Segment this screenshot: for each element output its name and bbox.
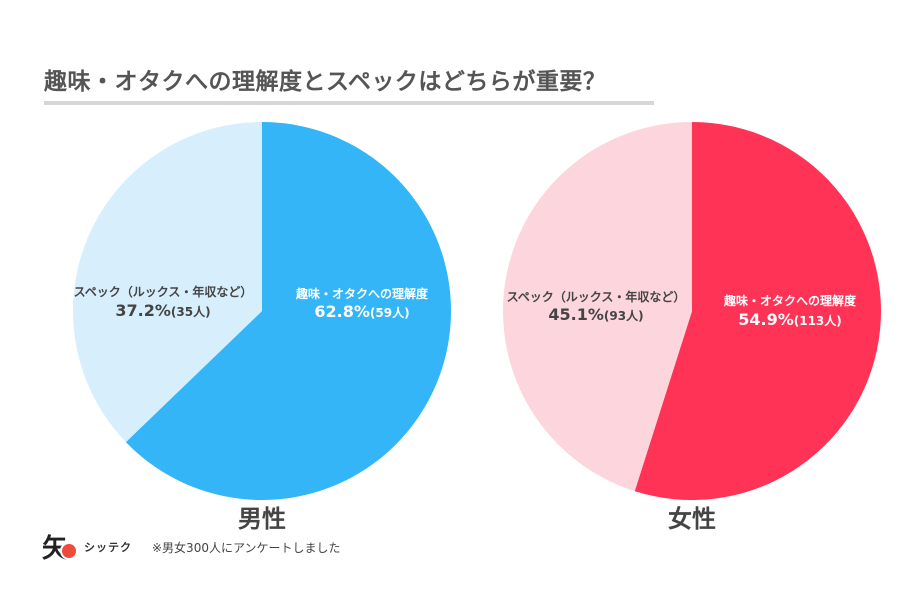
chart-title: 趣味・オタクへの理解度とスペックはどちらが重要？	[44, 69, 607, 95]
female-slice-hobby	[634, 122, 881, 501]
male-spec-count: (35人)	[171, 304, 211, 319]
male-slice-spec	[72, 122, 262, 443]
male-hobby-value: 62.8%(59人)	[314, 302, 409, 321]
female-hobby-count: (113人)	[794, 313, 842, 328]
female-spec-label: スペック（ルックス・年収など）	[507, 289, 686, 304]
female-hobby-percent: 54.9%	[738, 310, 794, 329]
female-hobby-value: 54.9%(113人)	[738, 310, 842, 329]
pie-female: 趣味・オタクへの理解度 54.9%(113人) スペック（ルックス・年収など） …	[503, 122, 881, 533]
pie-male: 趣味・オタクへの理解度 62.8%(59人) スペック（ルックス・年収など） 3…	[72, 122, 451, 533]
brand-name: シッテク	[84, 541, 132, 554]
male-hobby-percent: 62.8%	[314, 302, 370, 321]
male-spec-percent: 37.2%	[115, 301, 171, 320]
male-spec-label: スペック（ルックス・年収など）	[74, 284, 253, 299]
site-logo-icon: 矢	[42, 532, 78, 564]
male-hobby-count: (59人)	[370, 305, 410, 320]
female-spec-value: 45.1%(93人)	[548, 305, 643, 324]
male-chart-title: 男性	[238, 505, 286, 533]
female-spec-count: (93人)	[604, 308, 644, 323]
survey-note: ※男女300人にアンケートしました	[152, 540, 341, 555]
title-underline	[44, 101, 654, 105]
male-spec-value: 37.2%(35人)	[115, 301, 210, 320]
female-chart-title: 女性	[668, 505, 716, 533]
male-hobby-label: 趣味・オタクへの理解度	[295, 286, 429, 301]
female-slice-spec	[503, 122, 692, 492]
female-hobby-label: 趣味・オタクへの理解度	[723, 293, 857, 308]
footer: 矢 シッテク ※男女300人にアンケートしました	[42, 532, 341, 564]
female-spec-percent: 45.1%	[548, 305, 604, 324]
male-slice-hobby	[125, 122, 451, 500]
